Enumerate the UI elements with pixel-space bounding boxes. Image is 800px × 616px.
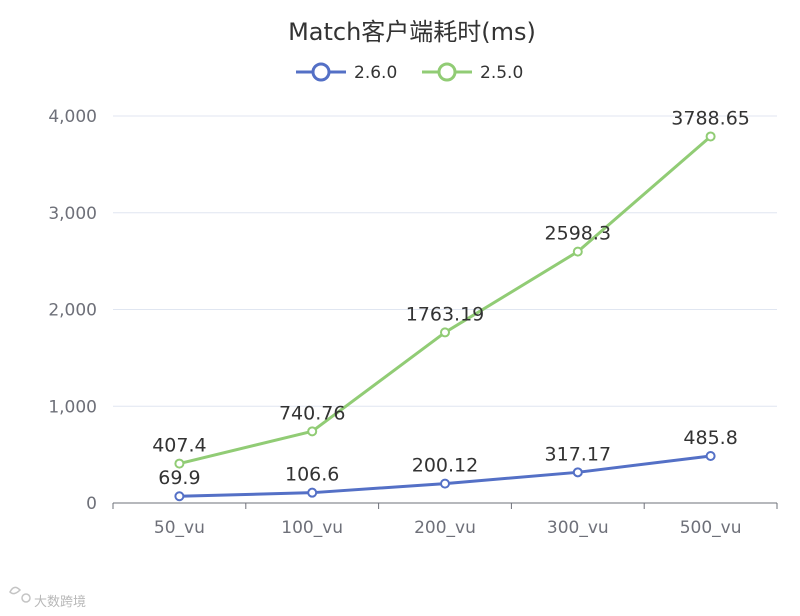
legend-item[interactable]: 2.5.0 [422,62,523,83]
y-tick-label: 1,000 [48,397,97,417]
legend-item[interactable]: 2.6.0 [296,62,397,83]
legend-marker [311,62,331,82]
data-point[interactable] [440,478,450,489]
x-axis: 50_vu 100_vu 200_vu 300_vu 500_vu [112,502,778,538]
data-point[interactable] [307,426,318,437]
data-label: 485.8 [683,427,737,449]
data-label: 69.9 [158,467,200,489]
x-tick-label: 200_vu [414,518,476,538]
data-label: 3788.65 [671,107,750,129]
watermark-text: 大数跨境 [34,595,86,610]
x-tick-label: 500_vu [680,518,742,538]
y-tick-label: 2,000 [48,301,97,321]
data-point[interactable] [705,450,716,461]
series-line [179,135,712,466]
series-lines [174,131,716,502]
data-label: 740.76 [279,402,345,424]
data-point[interactable] [705,131,716,142]
x-tick-label: 50_vu [154,518,205,538]
data-labels: 69.9 106.6 200.12 317.17 485.8 407.4 740.76 176… [152,107,750,489]
data-point[interactable] [572,246,583,257]
data-label: 1763.19 [406,303,485,325]
data-label: 2598.3 [545,223,611,245]
legend[interactable]: 2.6.0 2.5.0 [296,62,523,83]
watermark-logo-icon [9,586,31,603]
data-point[interactable] [572,467,583,478]
x-tick-label: 300_vu [547,518,609,538]
data-point[interactable] [307,487,318,498]
y-tick-label: 0 [86,494,97,514]
legend-label: 2.6.0 [354,63,397,83]
data-point[interactable] [174,491,185,502]
data-label: 407.4 [152,435,206,457]
y-tick-label: 4,000 [48,107,97,127]
grid-lines [113,115,777,407]
data-point[interactable] [174,458,185,469]
legend-marker [437,62,457,82]
data-label: 106.6 [285,464,339,486]
y-tick-label: 3,000 [48,204,97,224]
data-point[interactable] [440,327,450,338]
y-axis-ticks: 0 1,000 2,000 3,000 4,000 [48,107,97,514]
watermark: 大数跨境 [9,586,86,610]
chart-title: Match客户端耗时(ms) [288,18,536,46]
data-label: 317.17 [545,443,611,465]
legend-label: 2.5.0 [480,63,523,83]
x-tick-label: 100_vu [281,518,343,538]
data-label: 200.12 [412,455,478,477]
